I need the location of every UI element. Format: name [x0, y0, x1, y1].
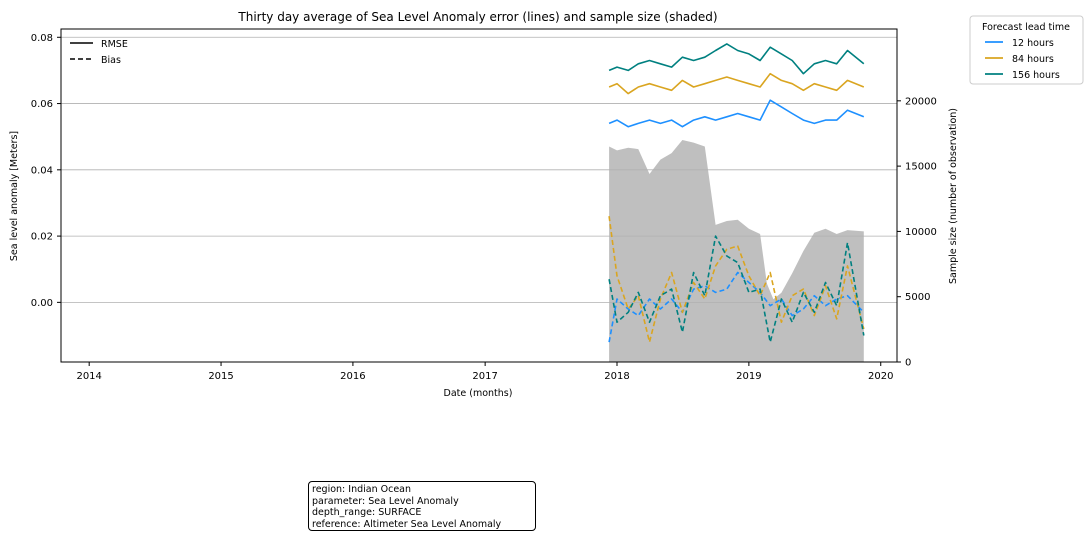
info-region: region: Indian Ocean [312, 484, 412, 495]
y2-tick-label: 20000 [905, 96, 937, 107]
y2-tick-label: 0 [905, 358, 911, 369]
84-hours-bias-line [608, 216, 865, 343]
12-hours-bias-line [608, 271, 865, 343]
y-tick-label: 0.06 [31, 99, 53, 110]
156-hours-bias-line [608, 235, 865, 343]
plot-frame [60, 28, 898, 363]
x-axis-label: Date (months) [444, 388, 513, 399]
legend-bias-label: Bias [101, 55, 121, 66]
x-axis: 2014 2015 2016 2017 2018 2019 2020 [76, 362, 893, 382]
12-hours-rmse-line [608, 99, 865, 128]
y-tick-label: 0.00 [31, 298, 53, 309]
chart-title: Thirty day average of Sea Level Anomaly … [237, 10, 717, 24]
legend-rmse-label: RMSE [101, 39, 128, 50]
y-tick-label: 0.02 [31, 232, 53, 243]
y-axis-left: 0.00 0.02 0.04 0.06 0.08 [31, 33, 61, 309]
y2-tick-label: 15000 [905, 162, 937, 173]
style-legend: RMSE Bias [70, 39, 128, 66]
x-tick-label: 2014 [76, 371, 101, 382]
y-tick-label: 0.04 [31, 165, 53, 176]
series-layer [608, 43, 865, 343]
x-tick-label: 2017 [472, 371, 497, 382]
x-tick-label: 2016 [340, 371, 365, 382]
info-box: region: Indian Ocean parameter: Sea Leve… [308, 481, 536, 531]
y-axis-label: Sea level anomaly [Meters] [9, 131, 20, 261]
156-hours-rmse-line [608, 43, 865, 75]
lead-time-legend: Forecast lead time 12 hours 84 hours 156… [969, 15, 1084, 85]
y2-axis-label: Sample size (number of observation) [948, 108, 959, 284]
lead-legend-title: Forecast lead time [982, 22, 1070, 33]
info-depth-range: depth_range: SURFACE [312, 507, 422, 518]
x-tick-label: 2019 [736, 371, 761, 382]
x-tick-label: 2020 [868, 371, 893, 382]
y-axis-right: 0 5000 10000 15000 20000 [897, 96, 937, 369]
sample-size-area-layer [609, 140, 864, 362]
legend-84h-label: 84 hours [1012, 54, 1054, 65]
y2-tick-label: 5000 [905, 292, 930, 303]
info-parameter: parameter: Sea Level Anomaly [312, 495, 459, 507]
y2-tick-label: 10000 [905, 227, 937, 238]
legend-12h-label: 12 hours [1012, 38, 1054, 49]
x-tick-label: 2018 [604, 371, 629, 382]
legend-156h-label: 156 hours [1012, 70, 1060, 81]
84-hours-rmse-line [608, 72, 865, 95]
x-tick-label: 2015 [208, 371, 233, 382]
grid-layer [61, 36, 897, 303]
y-tick-label: 0.08 [31, 33, 53, 44]
lead-legend-frame [969, 15, 1084, 85]
info-reference: reference: Altimeter Sea Level Anomaly [312, 518, 502, 530]
sample-size-area [609, 140, 864, 362]
